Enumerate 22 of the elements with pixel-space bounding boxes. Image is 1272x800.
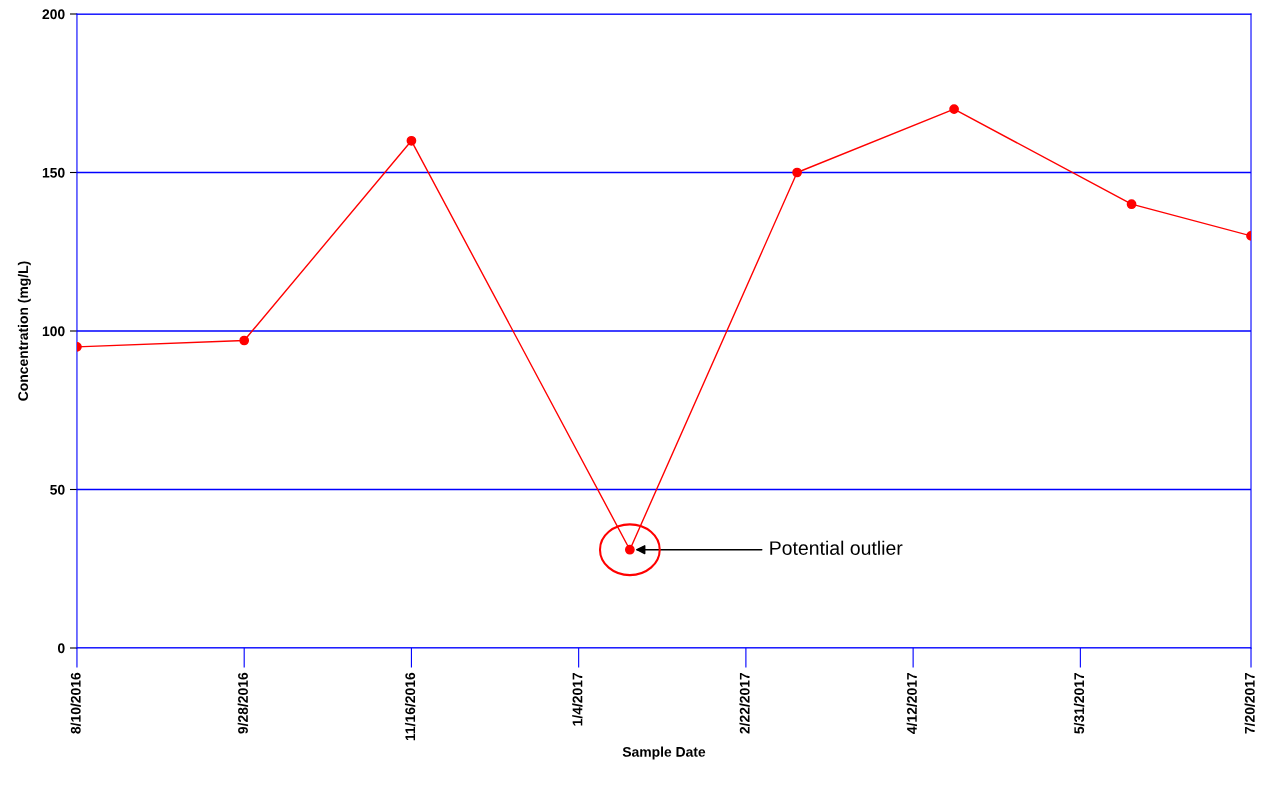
x-tick-label: 1/4/2017 [572, 672, 583, 726]
point [949, 104, 959, 114]
y-tick-label: 0 [57, 643, 65, 654]
x-tick-label: 2/22/2017 [739, 672, 750, 734]
y-axis-title: Concentration (mg/L) [17, 261, 31, 401]
x-tick-label: 5/31/2017 [1073, 672, 1085, 734]
point [1126, 199, 1137, 210]
y-tick-label: 50 [50, 484, 65, 495]
annotation: Potential outlier [770, 540, 903, 555]
point [239, 335, 250, 346]
x-axis-title: Sample Date [622, 746, 706, 760]
x-tick-label: 4/12/2017 [906, 672, 917, 734]
y-tick-label: 100 [42, 326, 65, 337]
x-tick-label: 7/20/2017 [1244, 672, 1255, 734]
y-tick-label: 200 [42, 9, 65, 20]
point [406, 135, 417, 146]
x-tick-label: 8/10/2016 [70, 672, 81, 734]
x-tick-label: 9/28/2016 [237, 672, 249, 734]
point [792, 167, 802, 178]
point [624, 544, 635, 555]
x-tick-label: 11/16/2016 [404, 672, 416, 741]
y-tick-label: 150 [42, 167, 65, 178]
